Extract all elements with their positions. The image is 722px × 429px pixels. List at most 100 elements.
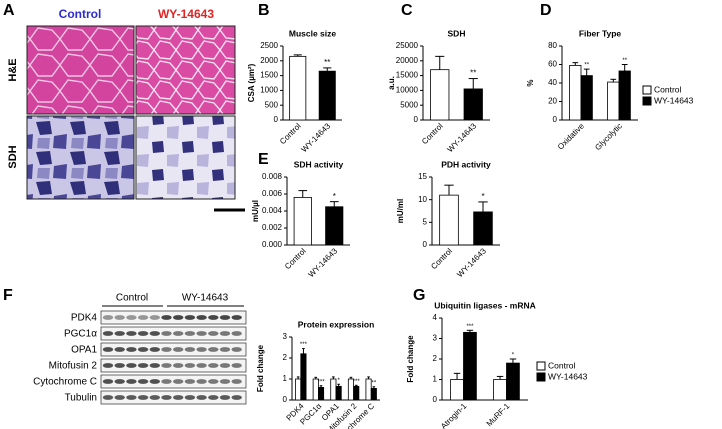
- x-tick-label: Atrogin-1: [439, 401, 469, 429]
- x-tick-label: Control: [420, 121, 445, 146]
- error-bar: [319, 385, 323, 388]
- bar: [580, 75, 593, 121]
- bar: [330, 378, 337, 401]
- blot-band: [196, 331, 207, 336]
- chart-title: Muscle size: [289, 28, 337, 38]
- blot-band: [196, 363, 207, 368]
- blot-band: [173, 379, 184, 384]
- error-bar: [496, 375, 504, 380]
- blot-band: [114, 395, 125, 400]
- x-tick-label: Control: [278, 121, 303, 146]
- bar: [430, 69, 450, 121]
- error-bar: [610, 78, 617, 83]
- blot-band: [184, 315, 196, 320]
- blot-band: [149, 331, 160, 336]
- y-tick-label: 15000: [396, 71, 419, 80]
- blot-band: [184, 347, 196, 352]
- blot-band: [219, 347, 231, 352]
- x-tick-label: WY-14643: [300, 121, 333, 154]
- y-tick-label: 80: [548, 41, 557, 50]
- bar: [325, 206, 344, 246]
- blot-band: [149, 395, 160, 400]
- error-bar: [296, 376, 300, 379]
- blot-band: [102, 395, 114, 400]
- blot-band: [102, 363, 114, 368]
- chart-title: Ubiquitin ligases - mRNA: [434, 300, 536, 310]
- bar: [439, 194, 459, 246]
- y-tick-label: 15: [418, 172, 427, 181]
- blot-band: [126, 379, 137, 384]
- blot-band: [149, 363, 160, 368]
- y-tick-label: 1: [283, 374, 288, 383]
- blot-band: [208, 347, 219, 352]
- panel-label: E: [258, 151, 269, 168]
- bar: [295, 378, 302, 401]
- blot-band: [184, 379, 196, 384]
- blot-band: [231, 395, 242, 400]
- legend-label: Control: [654, 84, 682, 94]
- blot-band: [137, 395, 149, 400]
- y-axis-label: %: [526, 79, 535, 86]
- blot-band: [196, 315, 207, 320]
- blot-band: [102, 331, 114, 336]
- blot-band: [161, 379, 172, 384]
- panel-label: B: [258, 2, 270, 19]
- y-tick-label: 5000: [400, 100, 418, 109]
- blot-band: [114, 347, 125, 352]
- error-bar: [435, 55, 445, 70]
- blot-band: [231, 379, 242, 384]
- y-tick-label: 2: [283, 353, 288, 362]
- blot-band: [208, 379, 219, 384]
- y-tick-label: 0.002: [262, 223, 283, 232]
- blot-band: [208, 395, 219, 400]
- blot-band: [161, 363, 172, 368]
- significance: ***: [353, 379, 361, 385]
- blot-band: [126, 363, 137, 368]
- y-tick-label: 0.000: [262, 240, 283, 249]
- blot-band: [149, 379, 160, 384]
- blot-band: [126, 331, 137, 336]
- row-label: H&E: [7, 58, 19, 81]
- x-tick-label: WY-14643: [455, 246, 488, 279]
- y-tick-label: 60: [548, 60, 557, 69]
- x-tick-label: Control: [283, 246, 308, 271]
- significance: *: [512, 353, 515, 359]
- blot-band: [114, 363, 125, 368]
- y-tick-label: 0: [283, 395, 288, 404]
- panel-label: G: [413, 287, 425, 304]
- histology-image: [26, 115, 135, 200]
- chart-title: Protein expression: [298, 319, 375, 329]
- bar: [300, 353, 307, 401]
- significance: ***: [318, 379, 326, 385]
- y-tick-label: 2500: [260, 41, 278, 50]
- error-bar: [621, 64, 628, 71]
- blot-band: [114, 331, 125, 336]
- x-tick-label: Oxidative: [556, 121, 586, 151]
- bar: [289, 55, 307, 121]
- blot-band: [184, 331, 196, 336]
- blot-band: [161, 347, 172, 352]
- panel-label: A: [3, 2, 15, 19]
- legend-swatch: [536, 361, 546, 371]
- bar: [569, 65, 582, 121]
- blot-band: [126, 395, 137, 400]
- y-tick-label: 4: [433, 313, 438, 322]
- blot-band: [219, 363, 231, 368]
- y-axis-label: CSA (µm²): [247, 63, 256, 102]
- y-tick-label: 0.008: [262, 172, 283, 181]
- blot-group-label: Control: [116, 293, 148, 304]
- error-bar: [453, 372, 461, 380]
- significance: **: [324, 58, 330, 67]
- y-tick-label: 20: [548, 97, 557, 106]
- blot-band: [208, 315, 219, 320]
- blot-band: [208, 363, 219, 368]
- blot-row-label: Tubulin: [65, 393, 97, 404]
- y-tick-label: 1000: [260, 86, 278, 95]
- legend-swatch: [536, 372, 546, 382]
- y-tick-label: 10000: [396, 86, 419, 95]
- blot-band: [126, 315, 137, 320]
- significance: **: [622, 58, 627, 64]
- chart-title: SDH activity: [294, 159, 344, 169]
- error-bar: [314, 376, 318, 379]
